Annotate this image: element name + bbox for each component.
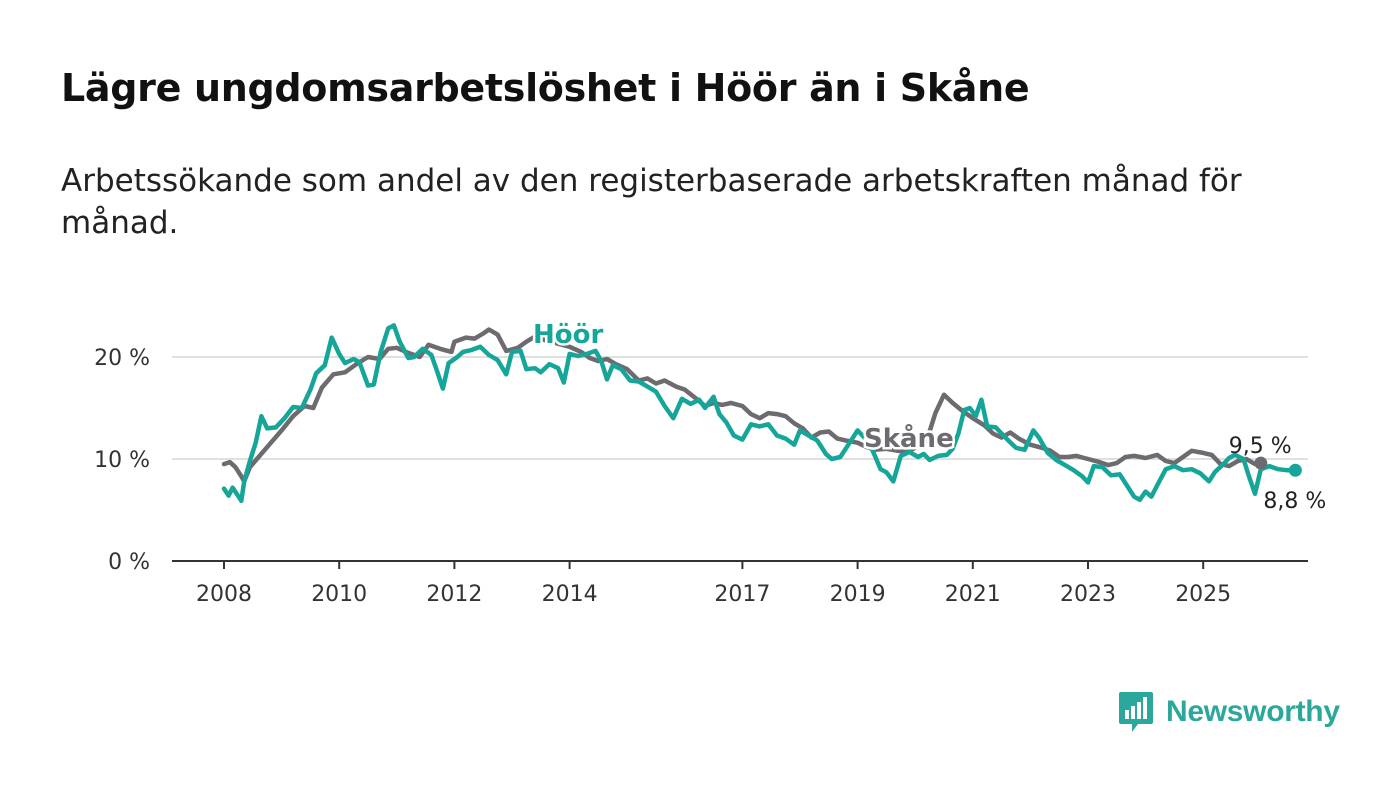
end-point-skåne xyxy=(1254,456,1268,470)
x-tick-label: 2021 xyxy=(945,582,1001,607)
series-annotation-skåne: Skåne xyxy=(864,422,954,454)
end-label-skåne: 9,5 % xyxy=(1229,434,1292,459)
x-tick-label: 2025 xyxy=(1175,582,1231,607)
brand-logo: Newsworthy xyxy=(1118,690,1340,734)
x-tick-label: 2012 xyxy=(426,582,482,607)
y-tick-label: 0 % xyxy=(108,550,150,575)
end-label-höör: 8,8 % xyxy=(1263,489,1326,514)
chart-subtitle: Arbetssökande som andel av den registerb… xyxy=(61,163,1242,241)
bar-chart-speech-bubble-icon xyxy=(1119,692,1153,732)
end-point-höör xyxy=(1288,463,1302,477)
series-line-skåne xyxy=(221,327,1264,484)
brand-name: Newsworthy xyxy=(1166,695,1340,728)
y-tick-label: 20 % xyxy=(94,346,150,371)
x-tick-label: 2010 xyxy=(311,582,367,607)
x-tick-label: 2014 xyxy=(542,582,598,607)
series-annotation-höör: Höör xyxy=(533,320,603,350)
x-tick-label: 2019 xyxy=(830,582,886,607)
x-tick-label: 2017 xyxy=(714,582,770,607)
x-tick-label: 2008 xyxy=(196,582,252,607)
x-tick-label: 2023 xyxy=(1060,582,1116,607)
chart-title: Lägre ungdomsarbetslöshet i Höör än i Sk… xyxy=(61,66,1030,110)
series-line-höör xyxy=(221,323,1298,504)
y-tick-label: 10 % xyxy=(94,448,150,473)
